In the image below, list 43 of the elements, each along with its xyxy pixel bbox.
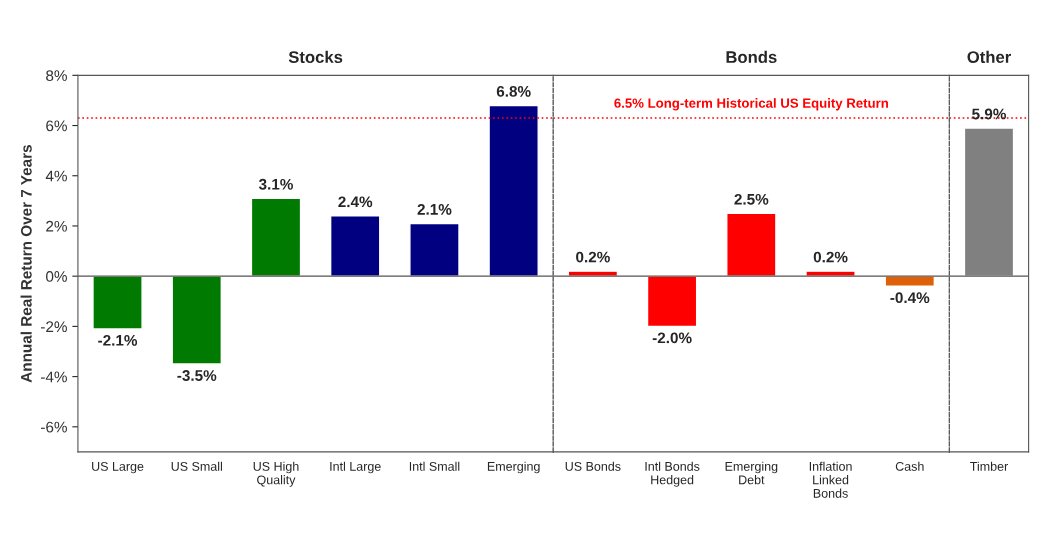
y-tick-label: -4% [41,371,67,383]
bar [329,215,381,277]
data-label: 6.8% [496,85,531,97]
x-tick-label: Intl Small [409,461,460,471]
y-tick-label: 4% [45,170,67,182]
x-tick-label: Cash [895,461,924,471]
x-tick-label: US Large [92,461,144,474]
x-tick-label: Inflation Linked Bonds [809,461,852,498]
bar [488,104,539,277]
chart-title: Stocks [288,50,343,63]
data-label: 2.4% [338,196,373,208]
y-tick-label: 0% [46,271,67,282]
y-tick-label: -6% [41,421,67,433]
x-tick-label: Timber [970,461,1008,471]
bar [409,222,460,277]
y-axis-title: Annual Real Return Over 7 Years [20,145,32,383]
x-tick-label: Intl Large [330,461,381,474]
data-label: 5.9% [972,108,1007,120]
x-tick-label: Emerging [487,461,540,474]
bar [171,275,223,365]
data-label: 3.1% [258,178,293,190]
data-label: -2.1% [98,334,138,346]
y-tick-label: 8% [46,70,67,82]
y-tick-label: -2% [41,321,67,333]
chart-title: Other [967,50,1011,63]
bar [250,197,302,277]
data-label: -0.4% [890,292,930,304]
data-label: -2.0% [652,332,692,344]
data-label: -3.5% [177,370,217,381]
x-tick-label: Emerging Debt [725,461,778,485]
x-tick-label: US High Quality [253,461,299,487]
data-label: 2.5% [734,193,769,205]
data-label: 0.2% [813,251,848,263]
chart-title: Bonds [726,50,777,63]
ref-line-label: 6.5% Long-term Historical US Equity Return [614,98,888,111]
data-label: 2.1% [417,203,452,215]
bar [92,275,143,330]
x-tick-label: US Small [171,461,222,471]
y-tick-label: 2% [46,220,67,232]
y-tick-label: 6% [46,120,67,132]
data-label: 0.2% [576,251,610,263]
x-tick-label: Intl Bonds Hedged [645,461,700,487]
x-tick-label: US Bonds [565,461,621,471]
